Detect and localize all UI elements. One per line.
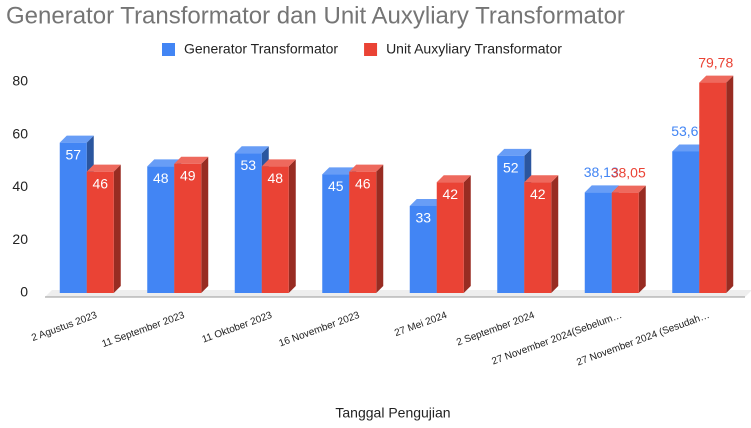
bar-front: [261, 166, 289, 293]
x-axis-title: Tanggal Pengujian: [335, 405, 450, 421]
data-label: 46: [92, 175, 108, 191]
bar-top: [436, 175, 471, 183]
x-tick-label: 11 Oktober 2023: [201, 310, 274, 346]
data-label: 52: [503, 160, 519, 176]
bar-top: [497, 148, 532, 156]
bar-front: [234, 153, 262, 293]
data-label: 38,05: [611, 164, 646, 180]
y-tick-label: 60: [12, 125, 28, 141]
legend-swatch: [364, 43, 378, 56]
data-label: 49: [180, 167, 196, 183]
data-label: 53: [240, 157, 256, 173]
bar-top: [611, 185, 646, 193]
bar-top: [234, 146, 269, 154]
bar: [611, 185, 646, 293]
y-tick-label: 0: [20, 284, 28, 300]
bar-front: [86, 171, 114, 293]
bar-side: [201, 156, 209, 293]
bar-top: [86, 164, 121, 172]
bar-front: [147, 166, 175, 293]
bar-front: [524, 182, 552, 293]
data-label: 57: [65, 146, 81, 162]
data-label: 42: [442, 186, 458, 202]
bar-top: [174, 156, 209, 164]
bar-front: [349, 171, 377, 293]
bar-front: [497, 155, 525, 293]
bar-front: [409, 205, 437, 293]
bar: [261, 159, 296, 293]
x-tick-label: 2 September 2024: [455, 310, 536, 349]
bar-top: [349, 164, 384, 172]
data-label: 48: [153, 170, 169, 186]
bar: [349, 164, 384, 293]
bar-top: [59, 135, 94, 143]
bar-front: [59, 142, 87, 293]
floor: [45, 290, 751, 297]
bar-side: [288, 159, 296, 293]
bar-side: [463, 175, 471, 293]
bar-side: [726, 75, 734, 293]
bar-top: [147, 159, 182, 167]
bar-front: [584, 192, 612, 293]
bar-side: [113, 164, 121, 293]
data-label: 33: [415, 210, 431, 226]
bar-front: [611, 192, 639, 293]
bar: [174, 156, 209, 293]
legend-label: Unit Auxyliary Transformator: [386, 41, 562, 57]
legend-label: Generator Transformator: [184, 41, 338, 57]
bar: [436, 175, 471, 293]
chart-title: Generator Transformator dan Unit Auxylia…: [6, 2, 625, 29]
bar: [699, 75, 734, 293]
x-tick-label: 2 Agustus 2023: [30, 310, 99, 344]
bar-top: [699, 75, 734, 83]
y-tick-label: 40: [12, 178, 28, 194]
bar-front: [436, 182, 464, 293]
bar: [524, 175, 559, 293]
x-tick-label: 27 Mei 2024: [393, 310, 449, 339]
bar-front: [322, 174, 350, 293]
bar-front: [174, 163, 202, 293]
bar-top: [409, 198, 444, 206]
bar-top: [524, 175, 559, 183]
bar-side: [376, 164, 384, 293]
data-label: 38,13: [584, 164, 619, 180]
bar: [86, 164, 121, 293]
x-tick-label: 11 September 2023: [101, 310, 187, 350]
bar-front: [699, 82, 727, 293]
legend-swatch: [162, 43, 175, 56]
bar-top: [261, 159, 296, 167]
y-tick-label: 20: [12, 231, 28, 247]
data-label: 46: [355, 175, 371, 191]
bar-top: [672, 144, 707, 152]
data-label: 45: [328, 178, 344, 194]
bar-front: [672, 151, 700, 293]
bar-side: [551, 175, 559, 293]
data-label: 48: [267, 170, 283, 186]
x-tick-label: 16 November 2023: [277, 310, 361, 350]
y-tick-label: 80: [12, 73, 28, 89]
data-label: 79,78: [698, 54, 733, 70]
bar-top: [322, 167, 357, 175]
data-label: 42: [530, 186, 546, 202]
legend: Generator Transformator Unit Auxyliary Tr…: [162, 41, 562, 57]
data-label: 53,67: [671, 123, 706, 139]
bar-top: [584, 185, 619, 193]
bar-side: [638, 185, 646, 293]
